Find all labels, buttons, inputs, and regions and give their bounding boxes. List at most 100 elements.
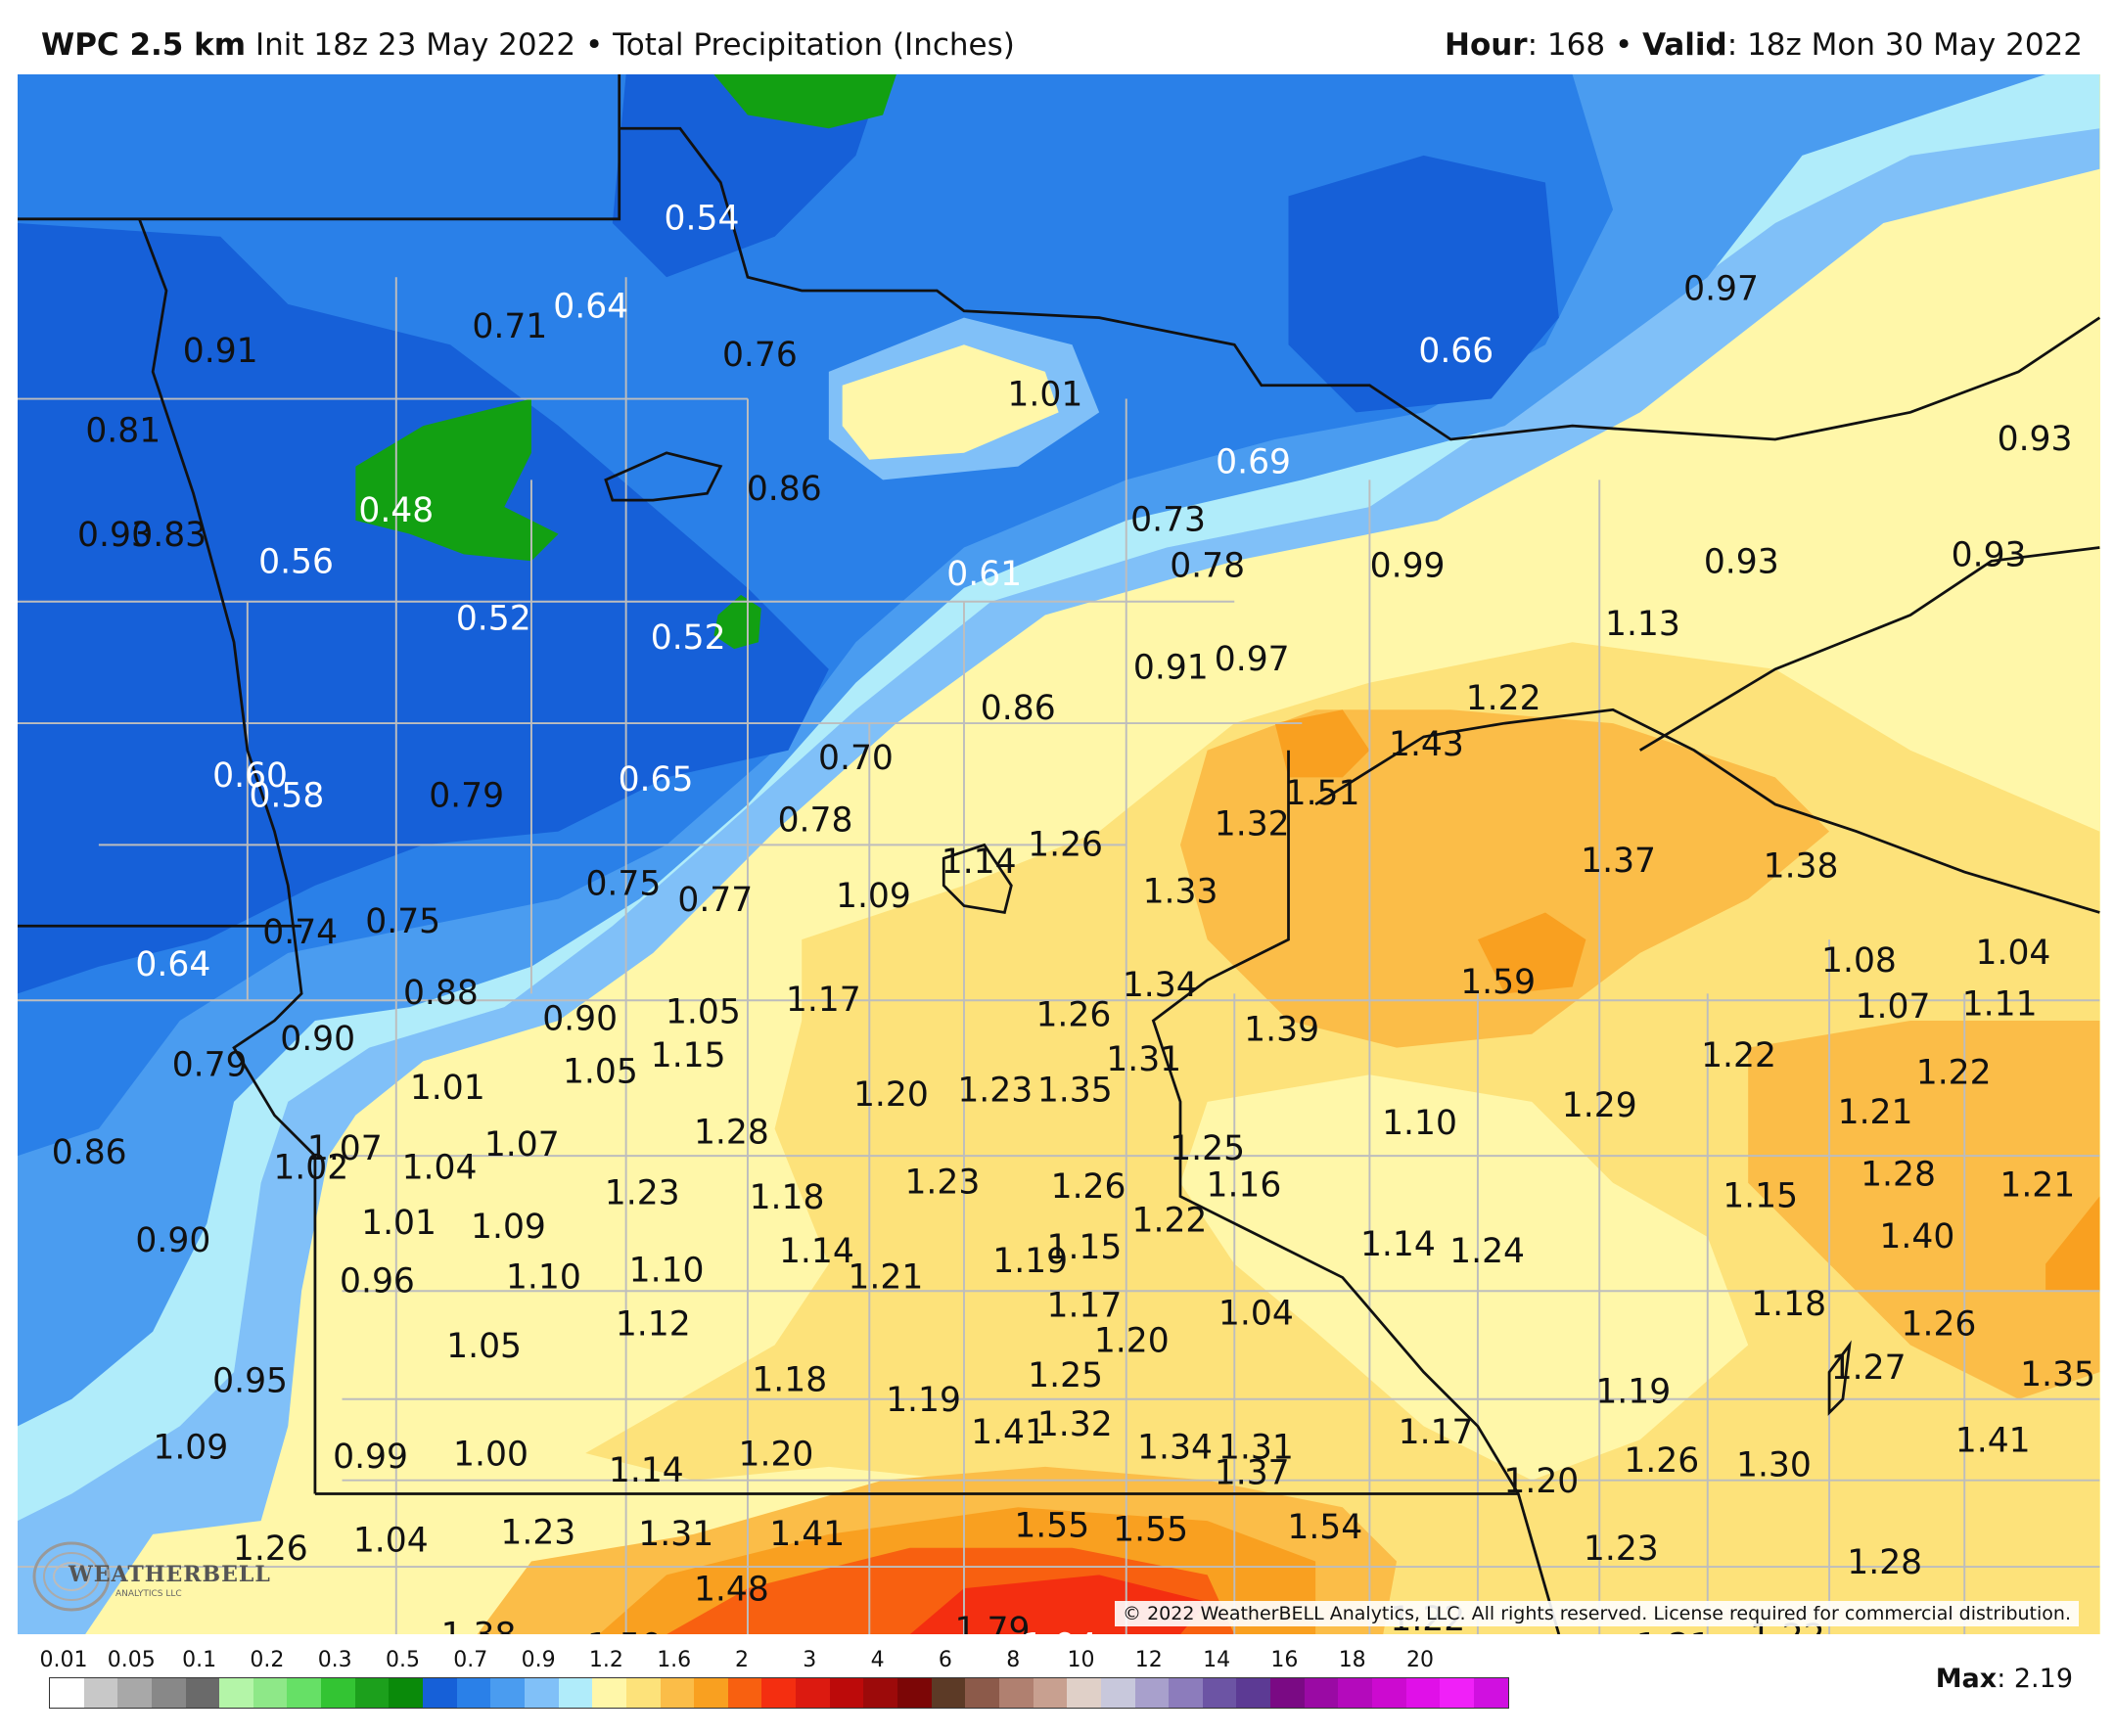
precip-value-label: 0.93 [1998,420,2073,459]
legend-swatch [863,1678,898,1708]
precip-value-label: 1.22 [1132,1201,1208,1240]
precip-value-label: 1.33 [1143,873,1218,912]
precip-value-label: 1.43 [1389,725,1464,764]
legend-tick-label: 6 [938,1648,952,1672]
map-title: WPC 2.5 km Init 18z 23 May 2022 • Total … [41,27,1015,63]
precip-region-orange-north [1274,709,1370,778]
precip-region-green-2 [713,594,761,650]
max-number: : 2.19 [1997,1664,2073,1694]
precip-value-label: 0.97 [1215,640,1290,679]
precip-region-dark-blue [18,222,829,994]
precip-value-label: 0.75 [365,902,440,941]
legend-tick-label: 10 [1067,1648,1095,1672]
field-name: Total Precipitation (Inches) [613,27,1015,63]
valid-separator: • [1614,27,1633,63]
precip-value-label: 1.20 [1094,1321,1170,1360]
precip-value-label: 1.26 [1902,1305,1977,1345]
precip-value-label: 1.05 [666,993,741,1032]
precip-value-label: 1.26 [1624,1441,1699,1481]
state-borders [18,74,2100,1634]
us-canada-border [18,74,2100,441]
precip-value-label: 1.07 [484,1125,560,1165]
hour-label: Hour [1445,27,1528,63]
precip-value-label: 1.07 [307,1129,383,1168]
precip-value-label: 1.26 [1035,995,1111,1034]
precip-region-light-orange-east [1748,1020,2100,1399]
precip-value-label: 1.23 [500,1513,575,1552]
precip-legend: 0.01 0.05 0.1 0.2 0.3 0.5 0.7 0.9 1.2 1.6 2 3 4 6 8 10 1… [40,1648,1509,1726]
precip-value-label: 0.81 [85,412,161,451]
precip-value-label: 0.64 [135,945,210,984]
precip-value-label: 1.41 [1955,1421,2031,1460]
precip-value-label: 1.34 [1137,1428,1213,1467]
precip-value-label: 1.26 [1028,825,1103,864]
hour-value: : 168 [1527,27,1606,63]
precip-region-orange-east [2045,1196,2100,1292]
precip-fill-layer [18,74,2100,1634]
precip-value-label: 1.32 [1215,805,1290,845]
precip-value-label: 1.39 [1244,1011,1319,1050]
legend-swatch [50,1678,84,1708]
precip-value-label: 1.22 [1701,1036,1776,1075]
legend-swatch [1405,1678,1441,1708]
legend-swatch [1169,1678,1203,1708]
max-label: Max [1935,1664,1998,1694]
precip-value-label: 1.23 [904,1164,980,1203]
legend-swatch [931,1678,966,1708]
precipitation-map[interactable]: 0.54 0.64 0.71 0.91 0.76 1.01 0.81 0.86 0.48 0.93… [18,74,2100,1634]
legend-swatch [625,1678,661,1708]
precip-value-label: 1.41 [971,1413,1046,1452]
precip-value-label: 0.65 [619,760,694,799]
legend-tick-label: 2 [735,1648,749,1672]
legend-tick-label: 0.3 [317,1648,352,1672]
precip-value-label: 0.75 [585,864,661,903]
precip-value-label: 0.52 [456,600,531,639]
precip-value-label: 1.21 [1838,1093,1913,1132]
legend-swatch [1033,1678,1068,1708]
county-borders [18,277,2100,1634]
precip-value-label: 1.50 [587,1626,663,1634]
legend-swatch [1473,1678,1508,1708]
precip-value-label: 1.20 [1503,1462,1579,1501]
precip-value-label: 1.25 [1170,1129,1245,1168]
legend-swatch [829,1678,864,1708]
max-value: Max: 2.19 [1936,1664,2073,1694]
lake-mille-lacs [942,843,1013,915]
precip-value-label: 1.04 [1976,934,2051,973]
precip-value-label: 1.28 [694,1114,769,1153]
precip-value-label: 0.52 [651,618,726,658]
precip-value-label: 0.76 [722,336,798,375]
precip-value-label: 1.31 [1106,1040,1181,1079]
legend-tick-label: 1.6 [657,1648,692,1672]
upper-peninsula-border [1638,546,2100,752]
precip-value-label: 1.15 [1723,1176,1798,1215]
legend-swatch [389,1678,424,1708]
legend-swatch [1134,1678,1170,1708]
legend-swatch [1338,1678,1372,1708]
precip-value-label: 0.96 [340,1261,415,1301]
legend-swatch [796,1678,830,1708]
precip-value-label: 1.23 [1584,1530,1659,1569]
precip-value-label: 1.28 [1847,1543,1922,1582]
legend-tick-label: 18 [1338,1648,1366,1672]
legend-swatch [1371,1678,1406,1708]
legend-swatch [321,1678,355,1708]
precip-region-pale-yellow-superior [842,344,1059,460]
legend-swatch [1304,1678,1339,1708]
precip-value-label: 1.55 [1113,1511,1188,1550]
precip-value-label: 1.14 [779,1232,854,1271]
precip-value-label: 1.21 [1999,1165,2075,1205]
precip-value-label: 0.56 [258,543,334,582]
precip-value-label: 0.66 [1418,332,1494,371]
legend-swatch [151,1678,186,1708]
legend-swatch [524,1678,559,1708]
precip-value-label: 0.93 [1704,543,1779,582]
precip-value-label: 1.26 [1051,1167,1126,1207]
precip-value-label: 1.13 [1949,1632,2024,1634]
precip-value-label: 1.41 [769,1515,845,1554]
legend-swatch [1440,1678,1474,1708]
precip-value-label: 0.91 [1133,648,1209,687]
precip-value-label: 0.90 [542,999,618,1038]
precip-value-label: 1.10 [1382,1104,1457,1143]
precip-value-label: 1.30 [1736,1445,1812,1485]
